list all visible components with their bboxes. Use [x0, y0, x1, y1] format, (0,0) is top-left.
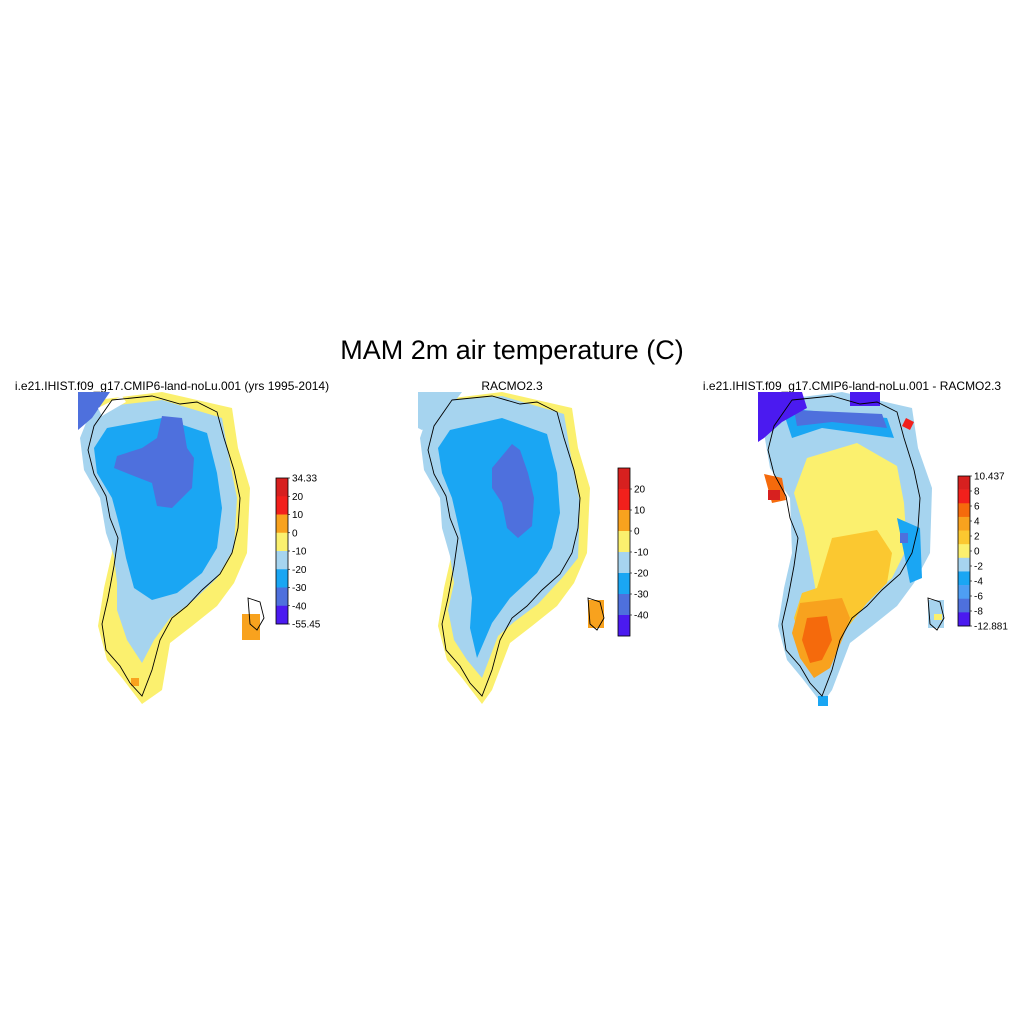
colorbar-label: 20	[634, 485, 646, 496]
temperature-field	[418, 392, 604, 704]
colorbar-label: -30	[634, 590, 649, 601]
colorbar-bin	[276, 532, 288, 552]
colorbar-bin	[958, 585, 970, 600]
colorbar-label: -30	[292, 583, 307, 594]
colorbar-label: -40	[634, 611, 649, 622]
colorbar-bin	[276, 605, 288, 625]
colorbar-bin	[618, 573, 630, 595]
colorbar-bin	[618, 594, 630, 616]
colorbar-racmo: 20 10 0 -10 -20 -30 -40	[617, 467, 649, 637]
colorbar-label: -20	[634, 569, 649, 580]
colorbar-label: -10	[634, 548, 649, 559]
colorbar-bin	[618, 510, 630, 532]
colorbar-label: -2	[974, 562, 983, 573]
greenland-map-model	[78, 392, 265, 704]
colorbar-label: -55.45	[292, 620, 321, 631]
colorbar-bin	[276, 496, 288, 515]
panel-title: i.e21.IHIST.f09_g17.CMIP6-land-noLu.001 …	[702, 379, 1002, 393]
colorbar-bin	[276, 514, 288, 534]
colorbar-label: -10	[292, 547, 307, 558]
colorbar-bin	[958, 530, 970, 545]
temperature-field	[78, 392, 260, 704]
colorbar-bin	[618, 552, 630, 574]
colorbar-label: -40	[292, 601, 307, 612]
colorbar-label: 0	[634, 527, 640, 538]
colorbar-bin	[276, 587, 288, 607]
colorbar-label: 6	[974, 502, 980, 513]
coastline	[767, 395, 945, 697]
colorbar-label: 20	[292, 492, 304, 503]
colorbar-label: 0	[292, 528, 298, 539]
colorbar-difference: 10.437 8 6 4 2 0 -2 -4 -6 -8 -12.881	[957, 472, 1008, 633]
colorbar-bin	[618, 468, 630, 490]
coastline	[427, 395, 605, 697]
colorbar-bin	[958, 544, 970, 559]
colorbar-label: 8	[974, 487, 980, 498]
colorbar-bin	[958, 557, 970, 572]
temperature-field	[758, 392, 944, 706]
colorbar-bin	[958, 516, 970, 531]
colorbar-label: 10	[634, 506, 646, 517]
colorbar-label: 2	[974, 532, 980, 543]
page-title: MAM 2m air temperature (C)	[340, 335, 684, 365]
colorbar-label: -6	[974, 592, 983, 603]
colorbar-label: 0	[974, 547, 980, 558]
colorbar-label: 10	[292, 510, 304, 521]
colorbar-model: 34.33 20 10 0 -10 -20 -30 -40 -55.45	[275, 474, 321, 631]
colorbar-bin	[618, 489, 630, 511]
colorbar-bin	[958, 571, 970, 586]
colorbar-bin	[618, 531, 630, 553]
colorbar-label: 34.33	[292, 474, 317, 485]
panel-title: RACMO2.3	[481, 379, 543, 393]
colorbar-label: 10.437	[974, 472, 1005, 483]
panel-model: i.e21.IHIST.f09_g17.CMIP6-land-noLu.001 …	[2, 378, 342, 718]
colorbar-label: -4	[974, 577, 983, 588]
greenland-map-difference	[758, 392, 945, 706]
colorbar-bin	[958, 476, 970, 490]
colorbar-label: -12.881	[974, 622, 1008, 633]
panel-difference: i.e21.IHIST.f09_g17.CMIP6-land-noLu.001 …	[682, 378, 1022, 718]
colorbar-bin	[958, 489, 970, 504]
colorbar-bin	[958, 503, 970, 518]
colorbar-bin	[958, 612, 970, 627]
colorbar-label: 4	[974, 517, 980, 528]
coastline	[87, 395, 265, 697]
colorbar-bin	[276, 478, 288, 497]
colorbar-label: -20	[292, 565, 307, 576]
colorbar-bin	[276, 569, 288, 588]
greenland-map-racmo	[418, 392, 605, 704]
colorbar-label: -8	[974, 607, 983, 618]
colorbar-bin	[618, 615, 630, 637]
panel-title: i.e21.IHIST.f09_g17.CMIP6-land-noLu.001 …	[14, 379, 330, 393]
panel-racmo: RACMO2.3 20 10 0 -10 -20 -30 -40	[342, 378, 682, 718]
colorbar-bin	[276, 551, 288, 570]
colorbar-bin	[958, 598, 970, 613]
